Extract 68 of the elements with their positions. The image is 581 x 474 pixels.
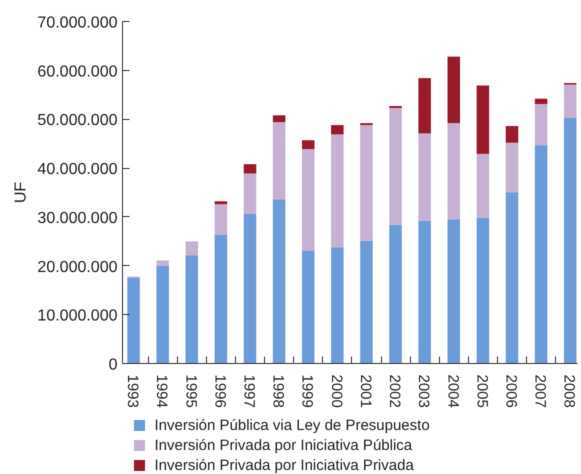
bar [331, 247, 344, 364]
bar [476, 218, 490, 364]
bar [127, 278, 140, 364]
bar [272, 199, 286, 364]
x-tick-label: 1993 [124, 374, 142, 408]
bar [534, 104, 548, 146]
bar [534, 145, 548, 364]
x-tick-label: 2001 [356, 374, 374, 408]
bar [360, 240, 373, 364]
bar [564, 118, 576, 364]
bar [506, 192, 518, 364]
y-tick-label: 0 [108, 356, 118, 374]
x-tick-label: 2004 [444, 374, 462, 408]
bar [534, 98, 548, 104]
y-axis-title: UF [12, 182, 30, 204]
bar [272, 115, 286, 122]
x-tick-label: 2000 [328, 374, 345, 408]
bar [476, 154, 490, 218]
bar [418, 133, 431, 221]
y-tick-label: 70.000.000 [37, 14, 118, 32]
x-tick-label: 2007 [532, 374, 549, 408]
bar [418, 78, 431, 134]
bar [564, 84, 576, 118]
bar [214, 204, 228, 236]
bar [302, 149, 314, 251]
x-tick-label: 2006 [502, 374, 520, 408]
bar [244, 214, 256, 364]
legend-label: Inversión Privada por Iniciativa Privada [154, 457, 414, 474]
bar [389, 108, 402, 225]
bar [244, 164, 256, 174]
x-tick-label: 2008 [560, 374, 578, 408]
x-tick-label: 1998 [270, 374, 287, 408]
x-tick-label: 2002 [386, 374, 404, 408]
x-tick-label: 1996 [211, 374, 228, 408]
bar [448, 56, 460, 124]
bar [302, 140, 314, 150]
bar [448, 123, 460, 220]
y-tick-label: 20.000.000 [37, 258, 118, 276]
bar [156, 260, 169, 266]
bar [389, 224, 402, 364]
y-tick-label: 60.000.000 [37, 63, 118, 80]
bar [331, 134, 344, 248]
y-tick-label: 50.000.000 [37, 112, 118, 130]
x-tick-label: 1999 [298, 374, 316, 408]
bar [272, 122, 286, 200]
legend-label: Inversión Privada por Iniciativa Pública [154, 437, 413, 454]
x-tick-label: 2003 [415, 374, 432, 408]
bar [360, 125, 373, 241]
bar [156, 266, 169, 364]
bar [448, 219, 460, 364]
x-tick-label: 1997 [240, 374, 258, 408]
y-tick-label: 40.000.000 [37, 161, 118, 178]
bar [418, 220, 431, 364]
x-tick-label: 1995 [182, 374, 200, 408]
bar [214, 235, 228, 364]
y-tick-label: 30.000.000 [37, 210, 118, 227]
bar [186, 256, 198, 364]
bar [331, 125, 344, 134]
x-tick-label: 1994 [153, 374, 170, 408]
bar [476, 86, 490, 154]
y-tick-label: 10.000.000 [37, 308, 118, 325]
bar [506, 126, 518, 143]
bar [186, 241, 198, 256]
bar [302, 250, 314, 364]
legend-label: Inversión Pública via Ley de Presupuesto [154, 417, 430, 434]
x-tick-label: 2005 [473, 374, 490, 408]
bar [506, 142, 518, 192]
bar [244, 173, 256, 214]
